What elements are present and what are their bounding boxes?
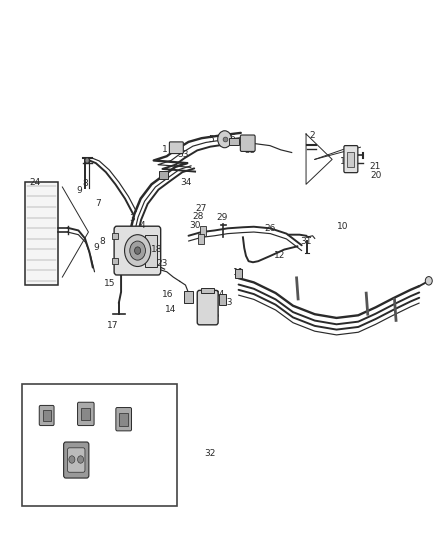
Bar (219, 294, 226, 305)
FancyBboxPatch shape (240, 135, 255, 151)
Bar (81, 408, 90, 420)
Text: 26: 26 (265, 224, 276, 233)
Circle shape (218, 131, 232, 148)
Text: 24: 24 (30, 178, 41, 187)
Circle shape (130, 241, 145, 260)
Text: 9: 9 (76, 185, 82, 195)
Text: 23: 23 (156, 260, 167, 268)
Text: 16: 16 (162, 289, 173, 298)
Text: 8: 8 (82, 179, 88, 188)
FancyBboxPatch shape (116, 408, 131, 431)
Text: 27: 27 (195, 204, 206, 213)
Circle shape (124, 235, 151, 266)
Text: 33: 33 (177, 150, 189, 159)
FancyBboxPatch shape (344, 146, 358, 173)
FancyBboxPatch shape (170, 142, 184, 154)
Bar (200, 226, 206, 236)
FancyBboxPatch shape (197, 290, 218, 325)
Bar (347, 152, 354, 167)
Text: 29: 29 (217, 213, 228, 222)
Text: 32: 32 (205, 449, 216, 458)
Text: 7: 7 (95, 199, 101, 208)
Text: 34: 34 (180, 178, 192, 187)
Text: 19: 19 (340, 157, 352, 166)
Text: 4: 4 (140, 221, 146, 230)
Text: 35: 35 (244, 147, 256, 156)
Bar (22, 384, 177, 506)
Text: 34: 34 (213, 289, 225, 298)
Bar (201, 288, 214, 293)
Bar (159, 171, 168, 179)
Text: 31: 31 (300, 237, 312, 246)
Text: 30: 30 (189, 221, 200, 230)
Bar (43, 410, 50, 421)
Text: 5: 5 (209, 135, 215, 144)
Text: 12: 12 (274, 252, 286, 261)
FancyBboxPatch shape (64, 442, 89, 478)
Bar (25, 182, 58, 285)
Bar (229, 138, 239, 144)
Bar (112, 258, 117, 264)
Bar (184, 291, 193, 303)
Circle shape (69, 456, 75, 463)
Circle shape (85, 158, 89, 163)
Text: 25: 25 (208, 311, 219, 320)
FancyBboxPatch shape (39, 406, 54, 425)
FancyBboxPatch shape (67, 448, 85, 472)
Text: 15: 15 (104, 279, 116, 288)
Circle shape (78, 456, 84, 463)
Text: 6: 6 (229, 134, 235, 143)
Text: 14: 14 (165, 305, 176, 314)
Text: 13: 13 (222, 298, 233, 307)
Bar (198, 234, 204, 244)
Text: 10: 10 (337, 222, 349, 231)
Text: 3: 3 (129, 214, 135, 223)
Text: 18: 18 (152, 245, 163, 254)
FancyBboxPatch shape (114, 226, 161, 275)
Text: 21: 21 (369, 163, 381, 171)
Text: 1: 1 (162, 146, 167, 155)
Circle shape (134, 247, 141, 254)
Text: 17: 17 (106, 321, 118, 330)
Text: 2: 2 (310, 131, 315, 140)
FancyBboxPatch shape (78, 402, 94, 425)
Text: 9: 9 (93, 244, 99, 253)
Text: 8: 8 (99, 237, 105, 246)
Bar (145, 235, 157, 266)
Bar (235, 269, 242, 278)
Circle shape (425, 277, 432, 285)
Bar (119, 413, 128, 425)
Text: 20: 20 (370, 171, 381, 180)
Bar (112, 232, 117, 239)
Text: 11: 11 (233, 268, 244, 277)
Text: 28: 28 (192, 212, 204, 221)
